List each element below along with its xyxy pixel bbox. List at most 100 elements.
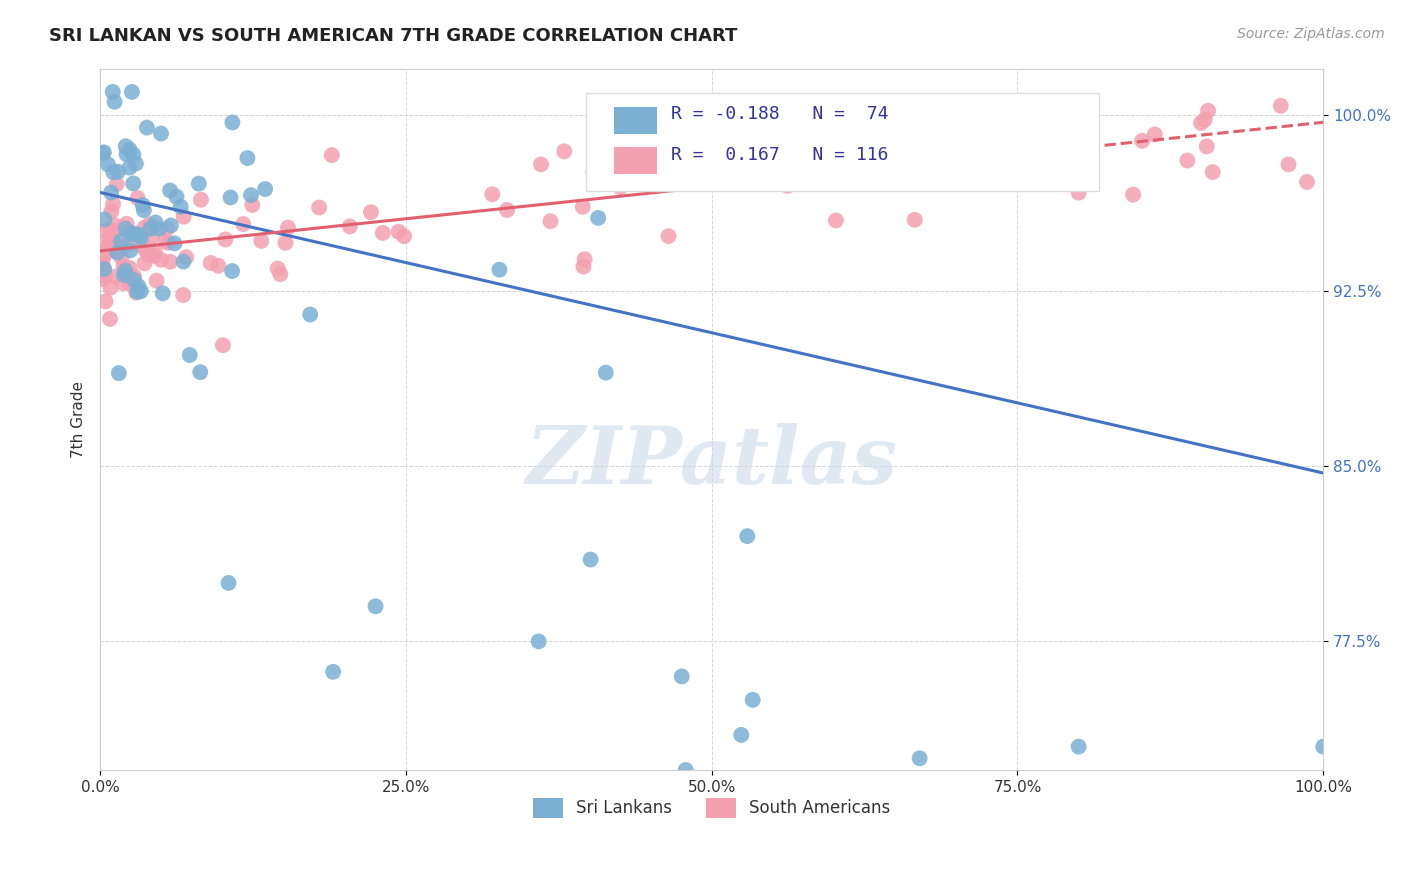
Point [1195,139,1218,153]
Point [93,145,115,160]
Point [212,338,235,352]
Point [571,200,593,214]
Point [134,220,156,235]
Point [111,276,134,290]
Point [94,294,117,309]
Point [172,254,194,268]
Point [93,249,115,263]
Point [120,244,142,258]
Point [91,146,114,161]
Point [100,204,122,219]
Point [170,200,193,214]
Point [145,215,167,229]
Point [152,286,174,301]
Point [190,193,212,207]
Point [392,229,415,244]
Point [118,277,141,291]
Point [776,178,799,193]
Point [675,763,697,777]
Point [114,221,136,235]
Point [277,220,299,235]
Point [339,219,361,234]
Point [141,229,163,244]
Point [908,751,931,765]
Point [108,366,131,380]
Point [121,85,143,99]
Point [134,244,156,258]
Point [97,157,120,171]
Point [364,599,387,614]
Point [609,180,631,194]
Point [125,156,148,170]
Point [179,348,201,362]
Point [96,243,118,257]
Point [97,238,120,252]
Point [730,728,752,742]
Point [127,279,149,293]
Point [1042,174,1064,188]
Point [105,245,128,260]
Point [160,219,183,233]
Point [214,232,236,246]
Point [118,143,141,157]
Point [132,203,155,218]
Point [595,366,617,380]
Point [100,186,122,200]
Point [371,226,394,240]
Text: R =  0.167   N = 116: R = 0.167 N = 116 [671,145,889,164]
Point [159,254,181,268]
Point [269,267,291,281]
Point [322,665,344,679]
Point [91,252,114,266]
Point [174,250,197,264]
Point [104,224,127,238]
Point [129,285,152,299]
Point [481,187,503,202]
Legend: Sri Lankans, South Americans: Sri Lankans, South Americans [526,791,897,825]
Point [1296,175,1319,189]
Text: SRI LANKAN VS SOUTH AMERICAN 7TH GRADE CORRELATION CHART: SRI LANKAN VS SOUTH AMERICAN 7TH GRADE C… [49,27,738,45]
Point [127,191,149,205]
Point [671,669,693,683]
Point [112,268,135,282]
Point [101,85,124,99]
Point [218,576,240,591]
Point [166,190,188,204]
Point [825,213,848,227]
Point [127,285,149,299]
Point [124,227,146,241]
Point [540,214,562,228]
Point [1040,139,1063,153]
Point [97,231,120,245]
Point [207,259,229,273]
Point [131,198,153,212]
Point [794,166,817,180]
Point [107,239,129,253]
Point [159,184,181,198]
Point [586,211,609,225]
Point [254,182,277,196]
Point [527,634,550,648]
Point [922,174,945,188]
Point [98,281,121,295]
Point [118,161,141,175]
Point [93,262,115,277]
Point [157,235,180,250]
Point [267,261,290,276]
Bar [614,107,657,134]
Point [360,205,382,219]
Text: Source: ZipAtlas.com: Source: ZipAtlas.com [1237,27,1385,41]
Point [219,190,242,204]
Point [135,120,157,135]
Point [122,273,145,287]
Point [735,529,758,543]
Point [388,225,411,239]
Point [138,218,160,232]
Point [103,243,125,257]
Text: R = -0.188   N =  74: R = -0.188 N = 74 [671,105,889,123]
Point [91,258,114,272]
Point [103,165,125,179]
Point [1312,739,1334,754]
Point [496,202,519,217]
Point [155,235,177,249]
